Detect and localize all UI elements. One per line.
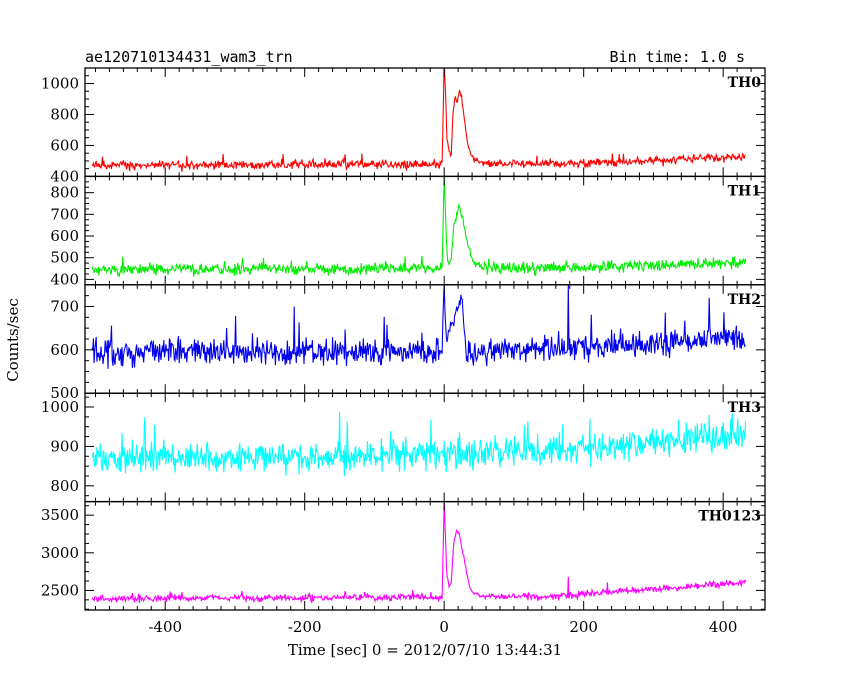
x-tick-label: -400 xyxy=(148,618,182,636)
panel-th1: 400 500 600 700 800 TH1 xyxy=(50,175,766,288)
x-tick-label: 200 xyxy=(569,618,598,636)
panel-label: TH0123 xyxy=(698,509,761,525)
x-tick-label: 0 xyxy=(439,618,449,636)
panel-th0123: 2500 3000 3500 TH0123 xyxy=(41,500,766,611)
panel-label: TH3 xyxy=(728,400,761,416)
y-tick-label: 700 xyxy=(50,205,79,223)
y-tick-label: 1000 xyxy=(41,74,79,92)
y-tick-label: 700 xyxy=(50,297,79,315)
x-tick-label: 400 xyxy=(709,618,738,636)
y-tick-label: 600 xyxy=(50,227,79,245)
x-axis-label: Time [sec] 0 = 2012/07/10 13:44:31 xyxy=(288,641,562,659)
y-tick-label: 3500 xyxy=(41,506,79,524)
series-line-th0123 xyxy=(91,501,747,605)
panel-th0: 400 600 800 1000 TH0 xyxy=(41,67,766,185)
panel-frame xyxy=(84,500,766,611)
y-tick-label: 800 xyxy=(50,105,79,123)
y-tick-label: 400 xyxy=(50,167,79,185)
x-axis: -400 -200 0 200 400 xyxy=(148,618,737,636)
y-tick-label: 800 xyxy=(50,184,79,202)
panels-group: 400 600 800 1000 TH0 400 500 600 700 800 TH1 500 600… xyxy=(41,67,766,611)
panel-label: TH0 xyxy=(728,75,762,91)
panel-label: TH2 xyxy=(728,292,761,308)
y-tick-label: 500 xyxy=(50,249,79,267)
y-tick-label: 500 xyxy=(50,384,79,402)
y-tick-label: 2500 xyxy=(41,581,79,599)
panel-th3: 800 900 1000 TH3 xyxy=(41,392,766,503)
y-axis-label: Counts/sec xyxy=(4,298,22,382)
series-line-th1 xyxy=(91,176,747,277)
y-tick-label: 3000 xyxy=(41,544,79,562)
series-line-th3 xyxy=(91,412,747,477)
y-tick-label: 400 xyxy=(50,270,79,288)
panel-frame xyxy=(84,284,766,394)
bin-time-label: Bin time: 1.0 s xyxy=(610,48,745,66)
panel-th2: 500 600 700 TH2 xyxy=(50,284,766,402)
panel-label: TH1 xyxy=(728,183,761,199)
series-line-th2 xyxy=(91,284,746,369)
y-tick-label: 600 xyxy=(50,341,79,359)
series-line-th0 xyxy=(91,68,746,172)
y-tick-label: 900 xyxy=(50,437,79,455)
x-tick-label: -200 xyxy=(288,618,322,636)
chart-title: ae120710134431_wam3_trn xyxy=(85,48,293,66)
y-tick-label: 800 xyxy=(50,477,79,495)
y-tick-label: 600 xyxy=(50,136,79,154)
y-tick-label: 1000 xyxy=(41,398,79,416)
